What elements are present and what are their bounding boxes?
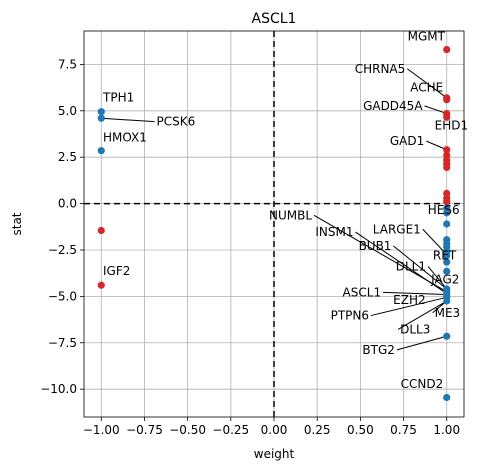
x-tick-label: −0.50 (169, 423, 206, 437)
point-label: DLL3 (400, 322, 430, 336)
annotation-leader-line (426, 140, 447, 151)
y-tick-label: −5.0 (48, 289, 77, 303)
data-point (97, 147, 105, 155)
point-label: GAD1 (390, 134, 424, 148)
point-label: ACHE (410, 80, 443, 94)
reference-lines (84, 31, 464, 417)
x-tick-label: 0.25 (304, 423, 331, 437)
x-axis-label: weight (254, 447, 295, 461)
data-point (97, 226, 105, 235)
y-tick-label: −7.5 (48, 336, 77, 350)
point-label: IGF2 (103, 264, 130, 278)
data-point (443, 198, 451, 206)
point-label: LARGE1 (373, 222, 421, 236)
y-tick-label: 0.0 (58, 197, 77, 211)
annotation-leader-line (422, 228, 448, 255)
data-point (97, 114, 105, 122)
data-point (443, 267, 451, 275)
annotation-leader-line (406, 68, 448, 99)
point-label: DLL1 (396, 259, 426, 273)
data-point (443, 146, 451, 154)
annotation-leader-line (383, 291, 447, 296)
x-tick-label: −1.00 (83, 423, 120, 437)
point-label: HES6 (428, 203, 460, 217)
data-point (443, 163, 451, 171)
annotation-leader-line (370, 296, 447, 317)
point-label: ME3 (435, 306, 461, 320)
data-point (443, 209, 451, 217)
point-label: PCSK6 (157, 115, 196, 129)
y-tick-label: 7.5 (58, 57, 77, 71)
data-point (97, 281, 105, 289)
y-tick-label: 5.0 (58, 104, 77, 118)
chart-title: ASCL1 (252, 11, 297, 27)
point-label: BTG2 (362, 343, 395, 357)
point-label: TPH1 (102, 91, 134, 105)
annotation-leaders (101, 68, 448, 351)
annotation-leader-line (396, 335, 447, 351)
point-label: MGMT (408, 29, 446, 43)
annotation-leader-line (424, 105, 447, 115)
point-label: RET (433, 248, 457, 262)
axes: −1.00 −0.75 −0.50 −0.25 0.00 0.25 0.50 0.75 1.00… (40, 30, 465, 437)
data-point (443, 332, 451, 340)
y-tick-label: −2.5 (48, 243, 77, 257)
point-label: INSM1 (315, 225, 353, 239)
data-point (443, 45, 451, 54)
x-tick-label: −0.75 (126, 423, 163, 437)
data-point (443, 258, 451, 266)
data-point (443, 220, 451, 228)
annotation-leader-line (427, 266, 448, 290)
x-tick-label: 0.75 (390, 423, 417, 437)
annotation-labels: TPH1 PCSK6 HMOX1 IGF2 MGMT CHRNA5 ACHE GADD45A E… (102, 29, 468, 391)
point-label: PTPN6 (331, 309, 369, 323)
point-label: JAG2 (430, 272, 459, 286)
point-label: HMOX1 (103, 130, 147, 144)
data-points (97, 45, 451, 402)
x-tick-label: 0.00 (261, 423, 288, 437)
point-label: CHRNA5 (355, 62, 406, 76)
annotation-leader-line (101, 117, 155, 123)
y-tick-label: 2.5 (58, 150, 77, 164)
annotation-leader-line (393, 245, 448, 290)
data-point (97, 108, 105, 116)
data-point (443, 251, 451, 260)
y-tick-label: −10.0 (40, 382, 77, 396)
annotation-leader-line (355, 231, 448, 295)
x-tick-label: −0.25 (212, 423, 249, 437)
data-point (443, 297, 451, 305)
annotation-leader-line (397, 300, 447, 330)
point-label: GADD45A (363, 99, 423, 113)
y-axis-label: stat (10, 212, 24, 235)
point-label: BUB1 (359, 239, 392, 253)
point-label: ASCL1 (343, 285, 382, 299)
data-point (443, 96, 451, 104)
x-tick-label: 0.50 (347, 423, 374, 437)
point-label: EHD1 (435, 118, 468, 132)
point-label: NUMBL (269, 208, 312, 222)
point-label: CCND2 (401, 377, 444, 391)
data-point (443, 393, 451, 402)
point-label: EZH2 (393, 293, 425, 307)
x-tick-label: 1.00 (433, 423, 460, 437)
data-point (443, 113, 451, 121)
